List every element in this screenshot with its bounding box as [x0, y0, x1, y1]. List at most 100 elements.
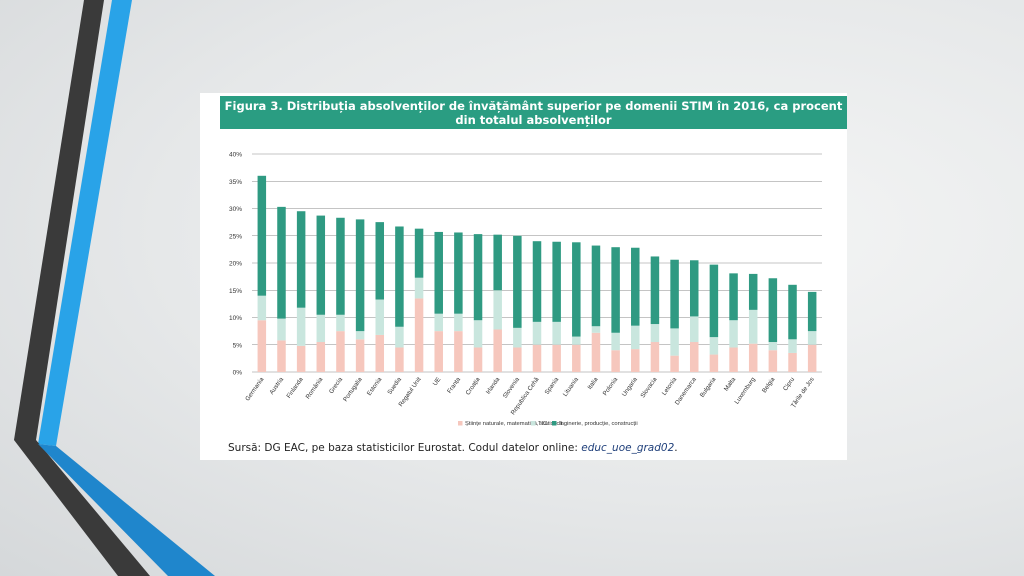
bar-segment [493, 290, 502, 330]
figure-panel: Figura 3. Distribuția absolvenților de î… [200, 93, 847, 460]
bar-segment [277, 206, 286, 319]
bar-segment [296, 211, 306, 308]
x-tick-label: Portugalia [342, 376, 364, 403]
bar-segment [336, 217, 345, 315]
bar-segment [552, 321, 561, 345]
bar-segment [689, 316, 699, 343]
bar-segment [591, 245, 601, 327]
bar-segment [277, 340, 286, 372]
bar-segment [631, 325, 640, 350]
bar-segment [591, 326, 601, 333]
bar-segment [768, 278, 778, 343]
x-tick-label: Germania [244, 376, 266, 403]
bar-segment [611, 332, 620, 351]
bar-segment [493, 329, 502, 372]
bar-segment [788, 352, 797, 372]
bar-segment [355, 339, 365, 372]
bar-segment [355, 331, 365, 340]
blue-diagonal [38, 444, 215, 576]
bar-segment [532, 321, 542, 345]
bar-segment [434, 231, 443, 314]
bar-segment [748, 343, 758, 372]
bar-segment [414, 298, 424, 372]
bar-segment [631, 349, 640, 372]
bar-segment [473, 234, 483, 321]
y-tick-label: 20% [229, 261, 242, 268]
blue-stripe [38, 0, 132, 446]
y-tick-label: 0% [233, 370, 243, 377]
y-tick-label: 15% [229, 288, 242, 295]
bar-segment [729, 347, 738, 372]
bar-segment [257, 320, 267, 372]
bar-segment [650, 256, 660, 325]
bar-segment [709, 354, 719, 372]
bar-segment [414, 228, 424, 278]
x-tick-label: România [304, 376, 324, 401]
bar-segment [748, 273, 758, 310]
x-tick-label: Ungaria [621, 376, 639, 398]
bar-segment [768, 342, 778, 351]
dark-diagonal [14, 440, 150, 576]
bar-segment [532, 344, 542, 372]
x-tick-label: Croația [464, 376, 481, 397]
bar-segment [375, 334, 385, 372]
bar-segment [788, 339, 797, 353]
x-tick-label: Suedia [386, 376, 403, 396]
bar-segment [689, 260, 699, 317]
bar-segment [395, 347, 404, 372]
legend-swatch [531, 421, 536, 426]
bar-segment [709, 337, 719, 355]
bar-segment [611, 247, 620, 333]
bar-segment [513, 327, 522, 348]
y-tick-label: 35% [229, 179, 242, 186]
y-tick-label: 40% [229, 152, 242, 159]
x-tick-label: Austria [268, 376, 285, 396]
bar-segment [296, 345, 306, 372]
bar-segment [572, 344, 581, 372]
source-text: Sursă: DG EAC, pe baza statisticilor Eur… [228, 442, 582, 454]
x-tick-label: Estonia [366, 376, 384, 397]
bar-segment [336, 331, 345, 372]
legend-label: Științe naturale, matematică, statistică [465, 421, 563, 427]
legend-label: Inginerie, producție, construcții [559, 421, 638, 427]
bar-segment [513, 235, 522, 328]
bar-segment [650, 324, 660, 343]
x-tick-label: UE [432, 376, 443, 387]
x-tick-label: Malta [723, 376, 738, 393]
y-tick-label: 5% [233, 342, 243, 349]
bar-segment [473, 347, 483, 372]
legend-swatch [458, 421, 463, 426]
source-end: . [674, 442, 678, 454]
bar-segment [316, 314, 326, 343]
bar-segment [513, 347, 522, 372]
x-tick-label: Bulgaria [699, 376, 718, 399]
bar-segment [454, 331, 463, 372]
bar-segment [395, 326, 404, 348]
bar-segment [670, 355, 679, 372]
bar-segment [395, 226, 404, 327]
x-tick-label: Franța [446, 376, 462, 395]
bar-segment [552, 241, 561, 322]
bar-segment [473, 320, 483, 348]
source-code: educ_uoe_grad02 [581, 442, 675, 454]
bar-segment [336, 314, 345, 332]
bar-segment [591, 332, 601, 372]
bar-segment [375, 299, 385, 335]
bar-segment [434, 313, 443, 332]
bar-segment [493, 234, 502, 291]
y-tick-label: 25% [229, 233, 242, 240]
stacked-bar-chart: 0% 5% 10% 15% 20% 25% 30% 35% 40% Germania Austria… [229, 152, 822, 427]
bar-segment [552, 344, 561, 372]
bar-segment [316, 215, 326, 315]
bar-segment [689, 342, 699, 372]
bar-segment [807, 291, 817, 332]
bar-segment [650, 342, 660, 372]
bar-segment [375, 222, 385, 300]
bar-segment [434, 331, 443, 372]
bar-segment [296, 307, 306, 346]
legend-label: TIC [538, 421, 547, 427]
x-tick-label: Spania [544, 376, 561, 396]
figure-title: Figura 3. Distribuția absolvenților de î… [220, 96, 847, 129]
bar-segment [355, 219, 365, 332]
bar-segment [532, 241, 542, 322]
